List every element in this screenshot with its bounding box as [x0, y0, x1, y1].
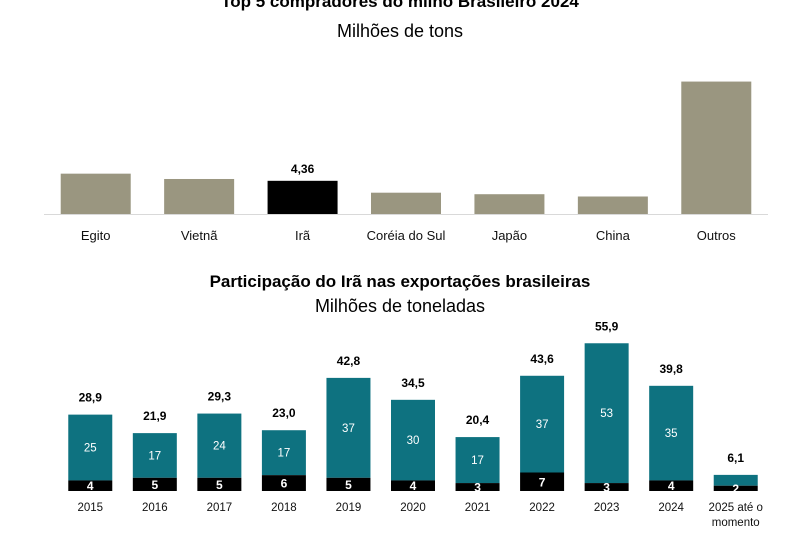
chart1-xtick-1: Vietnã — [181, 228, 218, 243]
chart1-bar-6 — [681, 81, 752, 214]
chart2-bar-outros-0 — [68, 414, 113, 481]
chart2-outros-label-5: 30 — [407, 435, 420, 447]
chart2-xtick-10-line1: 2025 até o — [709, 502, 763, 514]
chart2-ira-label-1: 5 — [151, 478, 158, 492]
chart2-total-label-7: 43,6 — [530, 352, 554, 366]
chart2-ira-label-3: 6 — [281, 477, 288, 491]
chart2-total-label-6: 20,4 — [466, 413, 490, 427]
chart1-xtick-4: Japão — [492, 228, 527, 243]
chart2-outros-label-2: 24 — [213, 441, 226, 453]
chart2-bar-outros-4 — [326, 377, 371, 478]
chart2-bar-ira-3 — [261, 475, 306, 491]
chart2-total-label-10: 6,1 — [727, 451, 744, 465]
chart1-xtick-2: Irã — [295, 228, 311, 243]
chart2-bar-ira-7 — [520, 472, 565, 491]
chart2-ira-label-9: 4 — [668, 479, 675, 493]
chart2-bar-ira-5 — [391, 480, 435, 491]
chart1-bar-2 — [267, 180, 338, 214]
chart2-bar-outros-2 — [197, 413, 242, 478]
chart2-xtick-0: 2015 — [77, 502, 103, 514]
chart2-total-label-8: 55,9 — [595, 319, 619, 333]
chart2-xtick-4: 2019 — [336, 502, 362, 514]
chart2-outros-label-3: 17 — [278, 448, 291, 460]
chart1-bar-5 — [577, 196, 648, 214]
chart1-xtick-0: Egito — [81, 228, 111, 243]
chart2-bar-outros-9 — [649, 385, 694, 481]
chart2-xtick-3: 2018 — [271, 502, 297, 514]
chart2-total-label-4: 42,8 — [337, 354, 361, 368]
chart1-subtitle: Milhões de tons — [336, 21, 464, 41]
chart2-ira-label-10: 2 — [732, 482, 739, 496]
chart2-xtick-1: 2016 — [142, 502, 168, 514]
chart1-data-label-2: 4,36 — [291, 162, 315, 176]
chart2-total-label-3: 23,0 — [272, 406, 296, 420]
chart2-total-label-5: 34,5 — [401, 376, 425, 390]
chart2-ira-label-8: 3 — [603, 481, 610, 495]
chart2-ira-label-4: 5 — [345, 478, 352, 492]
chart2-ira-label-6: 3 — [474, 481, 481, 495]
chart2-outros-label-7: 37 — [536, 419, 549, 431]
chart2-bar-outros-3 — [261, 430, 306, 476]
chart2-title: Participação do Irã nas exportações bras… — [209, 272, 591, 291]
chart2-outros-label-8: 53 — [600, 408, 613, 420]
chart2-bar-outros-5 — [391, 399, 435, 481]
chart1-bar-0 — [60, 173, 131, 214]
chart2-bar-ira-4 — [326, 477, 371, 491]
chart1-bar-1 — [164, 178, 235, 214]
chart2-bar-outros-8 — [584, 343, 629, 484]
chart2-ira-label-2: 5 — [216, 478, 223, 492]
chart2-xtick-9: 2024 — [658, 502, 684, 514]
chart2-xtick-10-line2: momento — [712, 517, 760, 529]
chart1-xtick-6: Outros — [697, 228, 737, 243]
chart2-bar-ira-2 — [197, 477, 242, 491]
chart2-total-label-1: 21,9 — [143, 409, 167, 423]
chart2-bar-outros-7 — [520, 375, 565, 473]
chart1-xtick-5: China — [596, 228, 631, 243]
chart2-outros-label-0: 25 — [84, 443, 97, 455]
chart2-xtick-2: 2017 — [207, 502, 233, 514]
chart2-xtick-6: 2021 — [465, 502, 491, 514]
chart1-bar-3 — [371, 192, 441, 214]
chart2-xtick-5: 2020 — [400, 502, 426, 514]
chart2-outros-label-6: 17 — [471, 455, 484, 467]
chart2-xtick-8: 2023 — [594, 502, 620, 514]
chart2-xtick-7: 2022 — [529, 502, 555, 514]
chart2-ira-label-0: 4 — [87, 479, 94, 493]
chart2-bar-ira-9 — [649, 480, 694, 491]
chart2-bar-ira-10 — [713, 485, 758, 491]
chart1-title: Top 5 compradores do milho Brasileiro 20… — [221, 0, 579, 11]
chart2-bar-outros-1 — [132, 433, 177, 478]
chart1-bar-4 — [474, 194, 545, 214]
chart2-bar-outros-6 — [455, 437, 500, 484]
chart2-total-label-2: 29,3 — [208, 390, 232, 404]
chart2-outros-label-9: 35 — [665, 428, 678, 440]
chart2-total-label-9: 39,8 — [660, 362, 684, 376]
chart2-outros-label-1: 17 — [148, 450, 161, 462]
chart2-bar-ira-8 — [584, 483, 629, 491]
chart2-bar-outros-10 — [713, 474, 758, 486]
chart2-ira-label-7: 7 — [539, 475, 546, 489]
chart2-ira-label-5: 4 — [410, 479, 417, 493]
chart2-bar-ira-0 — [68, 480, 113, 491]
chart1-xtick-3: Coréia do Sul — [367, 228, 446, 243]
chart2-outros-label-4: 37 — [342, 423, 355, 435]
chart2-bar-ira-6 — [455, 483, 500, 491]
chart2-bar-ira-1 — [132, 477, 177, 491]
chart2-total-label-0: 28,9 — [79, 391, 103, 405]
chart2-subtitle: Milhões de toneladas — [314, 296, 486, 316]
